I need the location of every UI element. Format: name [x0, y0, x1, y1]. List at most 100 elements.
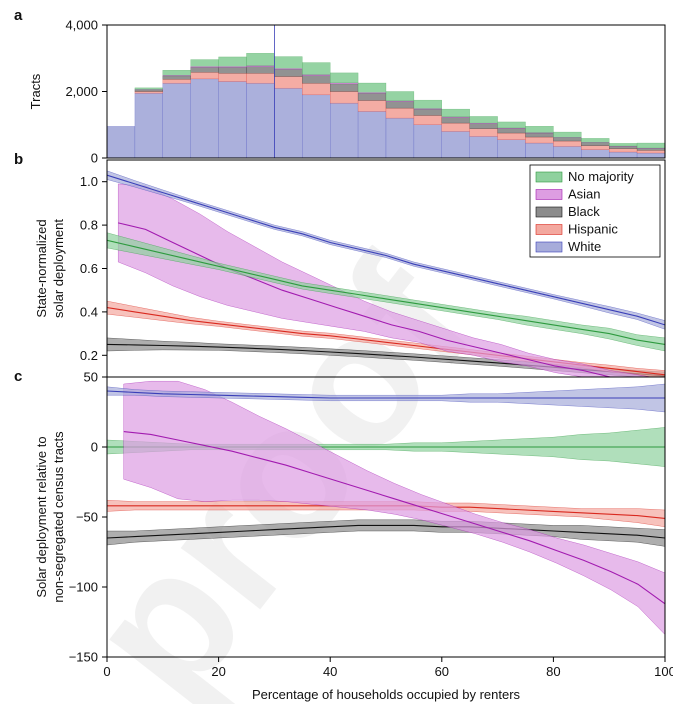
hist-bar-black	[441, 117, 470, 124]
hist-bar-black	[581, 142, 610, 146]
panel-letter: b	[14, 151, 23, 168]
legend-label-white: White	[568, 239, 601, 254]
y-tick-label: 0.4	[80, 304, 98, 319]
hist-bar-white	[218, 81, 247, 159]
hist-bar-white	[497, 139, 526, 159]
hist-bar-white	[413, 124, 442, 159]
hist-bar-white	[134, 92, 163, 159]
band-black	[107, 519, 665, 547]
legend-label-asian: Asian	[568, 187, 601, 202]
y-tick-label: 0.6	[80, 261, 98, 276]
hist-bar-white	[274, 87, 303, 159]
x-tick-label: 0	[103, 664, 110, 679]
hist-bar-white	[246, 82, 275, 159]
hist-bar-white	[441, 131, 470, 159]
hist-bar-hispanic	[274, 76, 303, 89]
line-no-majority	[107, 239, 665, 345]
hist-bar-hispanic	[636, 150, 666, 154]
hist-bar-no-majority	[162, 70, 191, 76]
hist-bar-black	[469, 123, 498, 129]
hist-bar-hispanic	[609, 148, 638, 153]
y-tick-label: −100	[69, 580, 98, 595]
hist-bar-no-majority	[246, 53, 275, 66]
hist-bar-hispanic	[246, 73, 275, 84]
x-tick-label: 60	[435, 664, 449, 679]
hist-bar-no-majority	[469, 116, 498, 124]
hist-bar-white	[357, 111, 387, 159]
hist-bar-white	[106, 126, 136, 159]
y-tick-label: −50	[76, 510, 98, 525]
hist-bar-hispanic	[218, 73, 247, 82]
hist-bar-black	[357, 92, 387, 101]
legend-swatch-no-majority	[535, 171, 563, 183]
hist-bar-hispanic	[302, 82, 331, 96]
y-axis-label: State-normalized	[34, 219, 49, 317]
y-axis-label: non-segregated census tracts	[51, 431, 66, 603]
hist-bar-black	[413, 108, 442, 116]
panel-c: −150 −100 −50 0 50 c Solar deployment relative…	[14, 368, 673, 702]
legend-swatch-hispanic	[535, 224, 563, 235]
hist-bar-hispanic	[330, 91, 359, 104]
hist-bar-black	[302, 75, 331, 84]
hist-bar-hispanic	[497, 132, 526, 140]
hist-bar-black	[134, 89, 163, 92]
hist-bar-hispanic	[525, 136, 554, 144]
hist-bar-no-majority	[302, 62, 331, 75]
y-tick-label: 1.0	[80, 174, 98, 189]
hist-bar-no-majority	[581, 138, 610, 143]
hist-bar-no-majority	[330, 72, 359, 84]
hist-bar-no-majority	[134, 87, 163, 90]
band-no-majority	[107, 232, 665, 352]
hist-bar-black	[190, 67, 219, 73]
panel-letter: c	[14, 368, 22, 385]
hist-bar-black	[525, 132, 554, 138]
hist-bar-no-majority	[413, 99, 442, 109]
hist-bar-white	[581, 149, 610, 159]
hist-bar-no-majority	[190, 59, 219, 67]
hist-bar-black	[385, 101, 415, 109]
legend-swatch-white	[535, 241, 563, 253]
hist-bar-no-majority	[636, 142, 666, 149]
panel-a: 0 2,000 4,000 a Tracts	[14, 7, 666, 166]
line-asian	[123, 431, 665, 605]
y-tick-label: 0	[91, 151, 98, 166]
hist-bar-black	[497, 128, 526, 134]
y-axis-label: Solar deployment relative to	[34, 436, 49, 597]
hist-bar-black	[162, 75, 191, 80]
band-asian	[117, 183, 653, 377]
hist-bar-no-majority	[553, 131, 582, 138]
hist-bar-black	[553, 137, 582, 142]
hist-bar-white	[190, 78, 219, 159]
hist-bar-no-majority	[609, 143, 638, 147]
hist-bar-white	[525, 142, 554, 159]
hist-bar-white	[469, 136, 498, 159]
hist-bar-black	[609, 146, 638, 149]
hist-bar-no-majority	[525, 126, 554, 133]
panel-b: 0.2 0.4 0.6 0.8 1.0 b State-normalized solar de…	[14, 151, 666, 378]
panel-c-plot-area	[107, 380, 665, 635]
hist-bar-no-majority	[497, 121, 526, 129]
legend: No majority Asian Black Hispanic White	[529, 164, 661, 258]
line-black	[107, 524, 665, 539]
hist-bar-hispanic	[581, 145, 610, 150]
line-asian	[118, 222, 614, 377]
hist-bar-white	[302, 94, 331, 159]
y-tick-label: 0.2	[80, 348, 98, 363]
legend-swatch-black	[535, 206, 563, 218]
x-tick-label: 100	[654, 664, 673, 679]
hist-bar-black	[274, 69, 303, 77]
y-axis-label: Tracts	[28, 73, 43, 109]
line-white	[107, 174, 665, 326]
hist-bar-hispanic	[190, 72, 219, 80]
hist-bar-no-majority	[385, 91, 415, 102]
hist-bar-hispanic	[162, 78, 191, 84]
y-tick-label: 4,000	[65, 18, 98, 33]
y-axis-label: solar deployment	[51, 219, 66, 318]
legend-label-no-majority: No majority	[568, 169, 634, 184]
hist-bar-black	[218, 67, 247, 74]
hist-bar-hispanic	[553, 140, 582, 147]
hist-bar-white	[636, 152, 666, 159]
legend-label-black: Black	[568, 204, 600, 219]
line-white	[107, 390, 665, 399]
